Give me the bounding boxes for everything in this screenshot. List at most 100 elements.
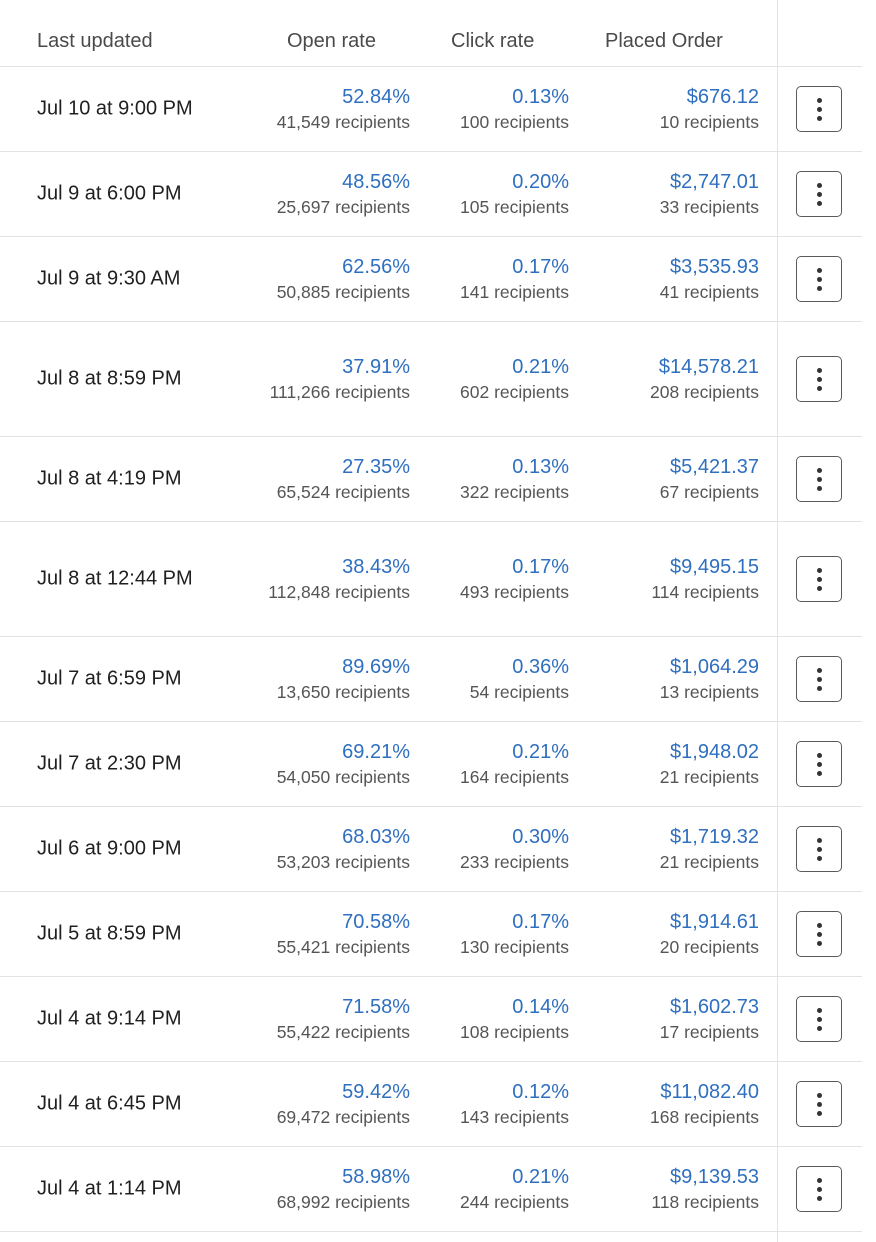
more-vertical-icon — [816, 1025, 822, 1031]
row-menu-button[interactable] — [796, 171, 842, 217]
row-menu-button[interactable] — [796, 826, 842, 872]
click-rate-value[interactable]: 0.17% — [512, 556, 569, 578]
click-rate-cell: 0.13% 100 recipients — [460, 84, 569, 134]
column-header-open-rate[interactable]: Open rate — [287, 30, 376, 52]
click-recipients: 100 recipients — [460, 112, 569, 132]
table-row[interactable]: Jul 10 at 9:00 PM 52.84% 41,549 recipien… — [0, 67, 862, 152]
placed-order-value[interactable]: $1,602.73 — [670, 996, 759, 1018]
placed-order-recipients: 168 recipients — [650, 1107, 759, 1127]
open-rate-value[interactable]: 58.98% — [342, 1166, 410, 1188]
open-rate-value[interactable]: 68.03% — [342, 826, 410, 848]
more-vertical-icon — [816, 1195, 822, 1201]
more-vertical-icon — [816, 855, 822, 861]
table-row[interactable]: Jul 8 at 4:19 PM 27.35% 65,524 recipient… — [0, 437, 862, 522]
open-recipients: 53,203 recipients — [276, 852, 410, 872]
table-row[interactable]: Jul 4 at 1:14 PM 58.98% 68,992 recipient… — [0, 1147, 862, 1232]
placed-order-cell: $11,082.40 168 recipients — [650, 1079, 759, 1129]
table-row[interactable]: Jul 6 at 9:00 PM 68.03% 53,203 recipient… — [0, 807, 862, 892]
open-rate-value[interactable]: 62.56% — [342, 256, 410, 278]
row-menu-button[interactable] — [796, 911, 842, 957]
open-rate-cell: 70.58% 55,421 recipients — [277, 909, 410, 959]
row-menu-button[interactable] — [796, 741, 842, 787]
table-row[interactable]: Jul 9 at 9:30 AM 62.56% 50,885 recipient… — [0, 237, 862, 322]
placed-order-value[interactable]: $9,495.15 — [670, 556, 759, 578]
open-recipients: 55,422 recipients — [276, 1022, 410, 1042]
click-rate-value[interactable]: 0.21% — [512, 356, 569, 378]
placed-order-value[interactable]: $14,578.21 — [658, 356, 759, 378]
column-header-click-rate[interactable]: Click rate — [451, 30, 535, 52]
click-rate-value[interactable]: 0.13% — [512, 86, 569, 108]
placed-order-cell: $9,139.53 118 recipients — [651, 1164, 759, 1214]
placed-order-cell: $1,948.02 21 recipients — [660, 739, 759, 789]
click-rate-value[interactable]: 0.20% — [512, 171, 569, 193]
placed-order-value[interactable]: $1,914.61 — [670, 911, 759, 933]
placed-order-value[interactable]: $676.12 — [686, 86, 759, 108]
click-rate-value[interactable]: 0.36% — [512, 656, 569, 678]
last-updated-cell: Jul 9 at 6:00 PM — [37, 182, 182, 205]
row-menu-button[interactable] — [796, 1166, 842, 1212]
table-row[interactable]: Jul 4 at 6:45 PM 59.42% 69,472 recipient… — [0, 1062, 862, 1147]
placed-order-value[interactable]: $1,064.29 — [670, 656, 759, 678]
last-updated-cell: Jul 4 at 1:14 PM — [37, 1177, 182, 1200]
placed-order-value[interactable]: $5,421.37 — [670, 456, 759, 478]
click-rate-value[interactable]: 0.30% — [512, 826, 569, 848]
open-rate-value[interactable]: 38.43% — [342, 556, 410, 578]
more-vertical-icon — [816, 1092, 822, 1098]
open-rate-value[interactable]: 70.58% — [342, 911, 410, 933]
table-row[interactable]: Jul 9 at 6:00 PM 48.56% 25,697 recipient… — [0, 152, 862, 237]
row-menu-button[interactable] — [796, 556, 842, 602]
row-menu-button[interactable] — [796, 656, 842, 702]
open-rate-cell: 48.56% 25,697 recipients — [277, 169, 410, 219]
row-menu-button[interactable] — [796, 256, 842, 302]
click-rate-cell: 0.12% 143 recipients — [460, 1079, 569, 1129]
click-recipients: 322 recipients — [460, 482, 569, 502]
more-vertical-icon — [816, 115, 822, 121]
table-row[interactable]: Jul 8 at 8:59 PM 37.91% 111,266 recipien… — [0, 322, 862, 437]
more-vertical-icon — [816, 267, 822, 273]
row-menu-button[interactable] — [796, 86, 842, 132]
open-rate-value[interactable]: 89.69% — [342, 656, 410, 678]
row-menu-button[interactable] — [796, 456, 842, 502]
click-rate-value[interactable]: 0.21% — [512, 1166, 569, 1188]
placed-order-value[interactable]: $3,535.93 — [670, 256, 759, 278]
table-row[interactable]: Jul 4 at 9:14 PM 71.58% 55,422 recipient… — [0, 977, 862, 1062]
last-updated-cell: Jul 8 at 8:59 PM — [37, 367, 182, 390]
row-menu-button[interactable] — [796, 356, 842, 402]
table-row[interactable]: Jul 8 at 12:44 PM 38.43% 112,848 recipie… — [0, 522, 862, 637]
placed-order-value[interactable]: $9,139.53 — [670, 1166, 759, 1188]
more-vertical-icon — [816, 676, 822, 682]
table-body: Jul 10 at 9:00 PM 52.84% 41,549 recipien… — [0, 67, 862, 1232]
placed-order-value[interactable]: $1,948.02 — [670, 741, 759, 763]
click-rate-value[interactable]: 0.13% — [512, 456, 569, 478]
open-recipients: 25,697 recipients — [276, 197, 410, 217]
placed-order-value[interactable]: $2,747.01 — [670, 171, 759, 193]
open-rate-cell: 52.84% 41,549 recipients — [277, 84, 410, 134]
placed-order-cell: $676.12 10 recipients — [660, 84, 759, 134]
open-rate-cell: 27.35% 65,524 recipients — [277, 454, 410, 504]
row-menu-button[interactable] — [796, 996, 842, 1042]
placed-order-cell: $14,578.21 208 recipients — [650, 354, 759, 404]
click-rate-value[interactable]: 0.21% — [512, 741, 569, 763]
table-row[interactable]: Jul 7 at 2:30 PM 69.21% 54,050 recipient… — [0, 722, 862, 807]
column-header-last-updated[interactable]: Last updated — [37, 30, 153, 52]
open-rate-value[interactable]: 48.56% — [342, 171, 410, 193]
more-vertical-icon — [816, 837, 822, 843]
column-header-placed-order[interactable]: Placed Order — [605, 30, 723, 52]
open-rate-value[interactable]: 52.84% — [342, 86, 410, 108]
click-rate-value[interactable]: 0.12% — [512, 1081, 569, 1103]
table-row[interactable]: Jul 7 at 6:59 PM 89.69% 13,650 recipient… — [0, 637, 862, 722]
click-rate-value[interactable]: 0.17% — [512, 911, 569, 933]
click-rate-cell: 0.21% 602 recipients — [460, 354, 569, 404]
placed-order-value[interactable]: $1,719.32 — [670, 826, 759, 848]
open-rate-value[interactable]: 71.58% — [342, 996, 410, 1018]
placed-order-value[interactable]: $11,082.40 — [660, 1081, 759, 1103]
row-menu-button[interactable] — [796, 1081, 842, 1127]
click-rate-value[interactable]: 0.14% — [512, 996, 569, 1018]
placed-order-cell: $1,914.61 20 recipients — [660, 909, 759, 959]
click-rate-value[interactable]: 0.17% — [512, 256, 569, 278]
open-rate-value[interactable]: 59.42% — [342, 1081, 410, 1103]
open-rate-value[interactable]: 27.35% — [342, 456, 410, 478]
open-rate-value[interactable]: 69.21% — [342, 741, 410, 763]
open-rate-value[interactable]: 37.91% — [342, 356, 410, 378]
table-row[interactable]: Jul 5 at 8:59 PM 70.58% 55,421 recipient… — [0, 892, 862, 977]
